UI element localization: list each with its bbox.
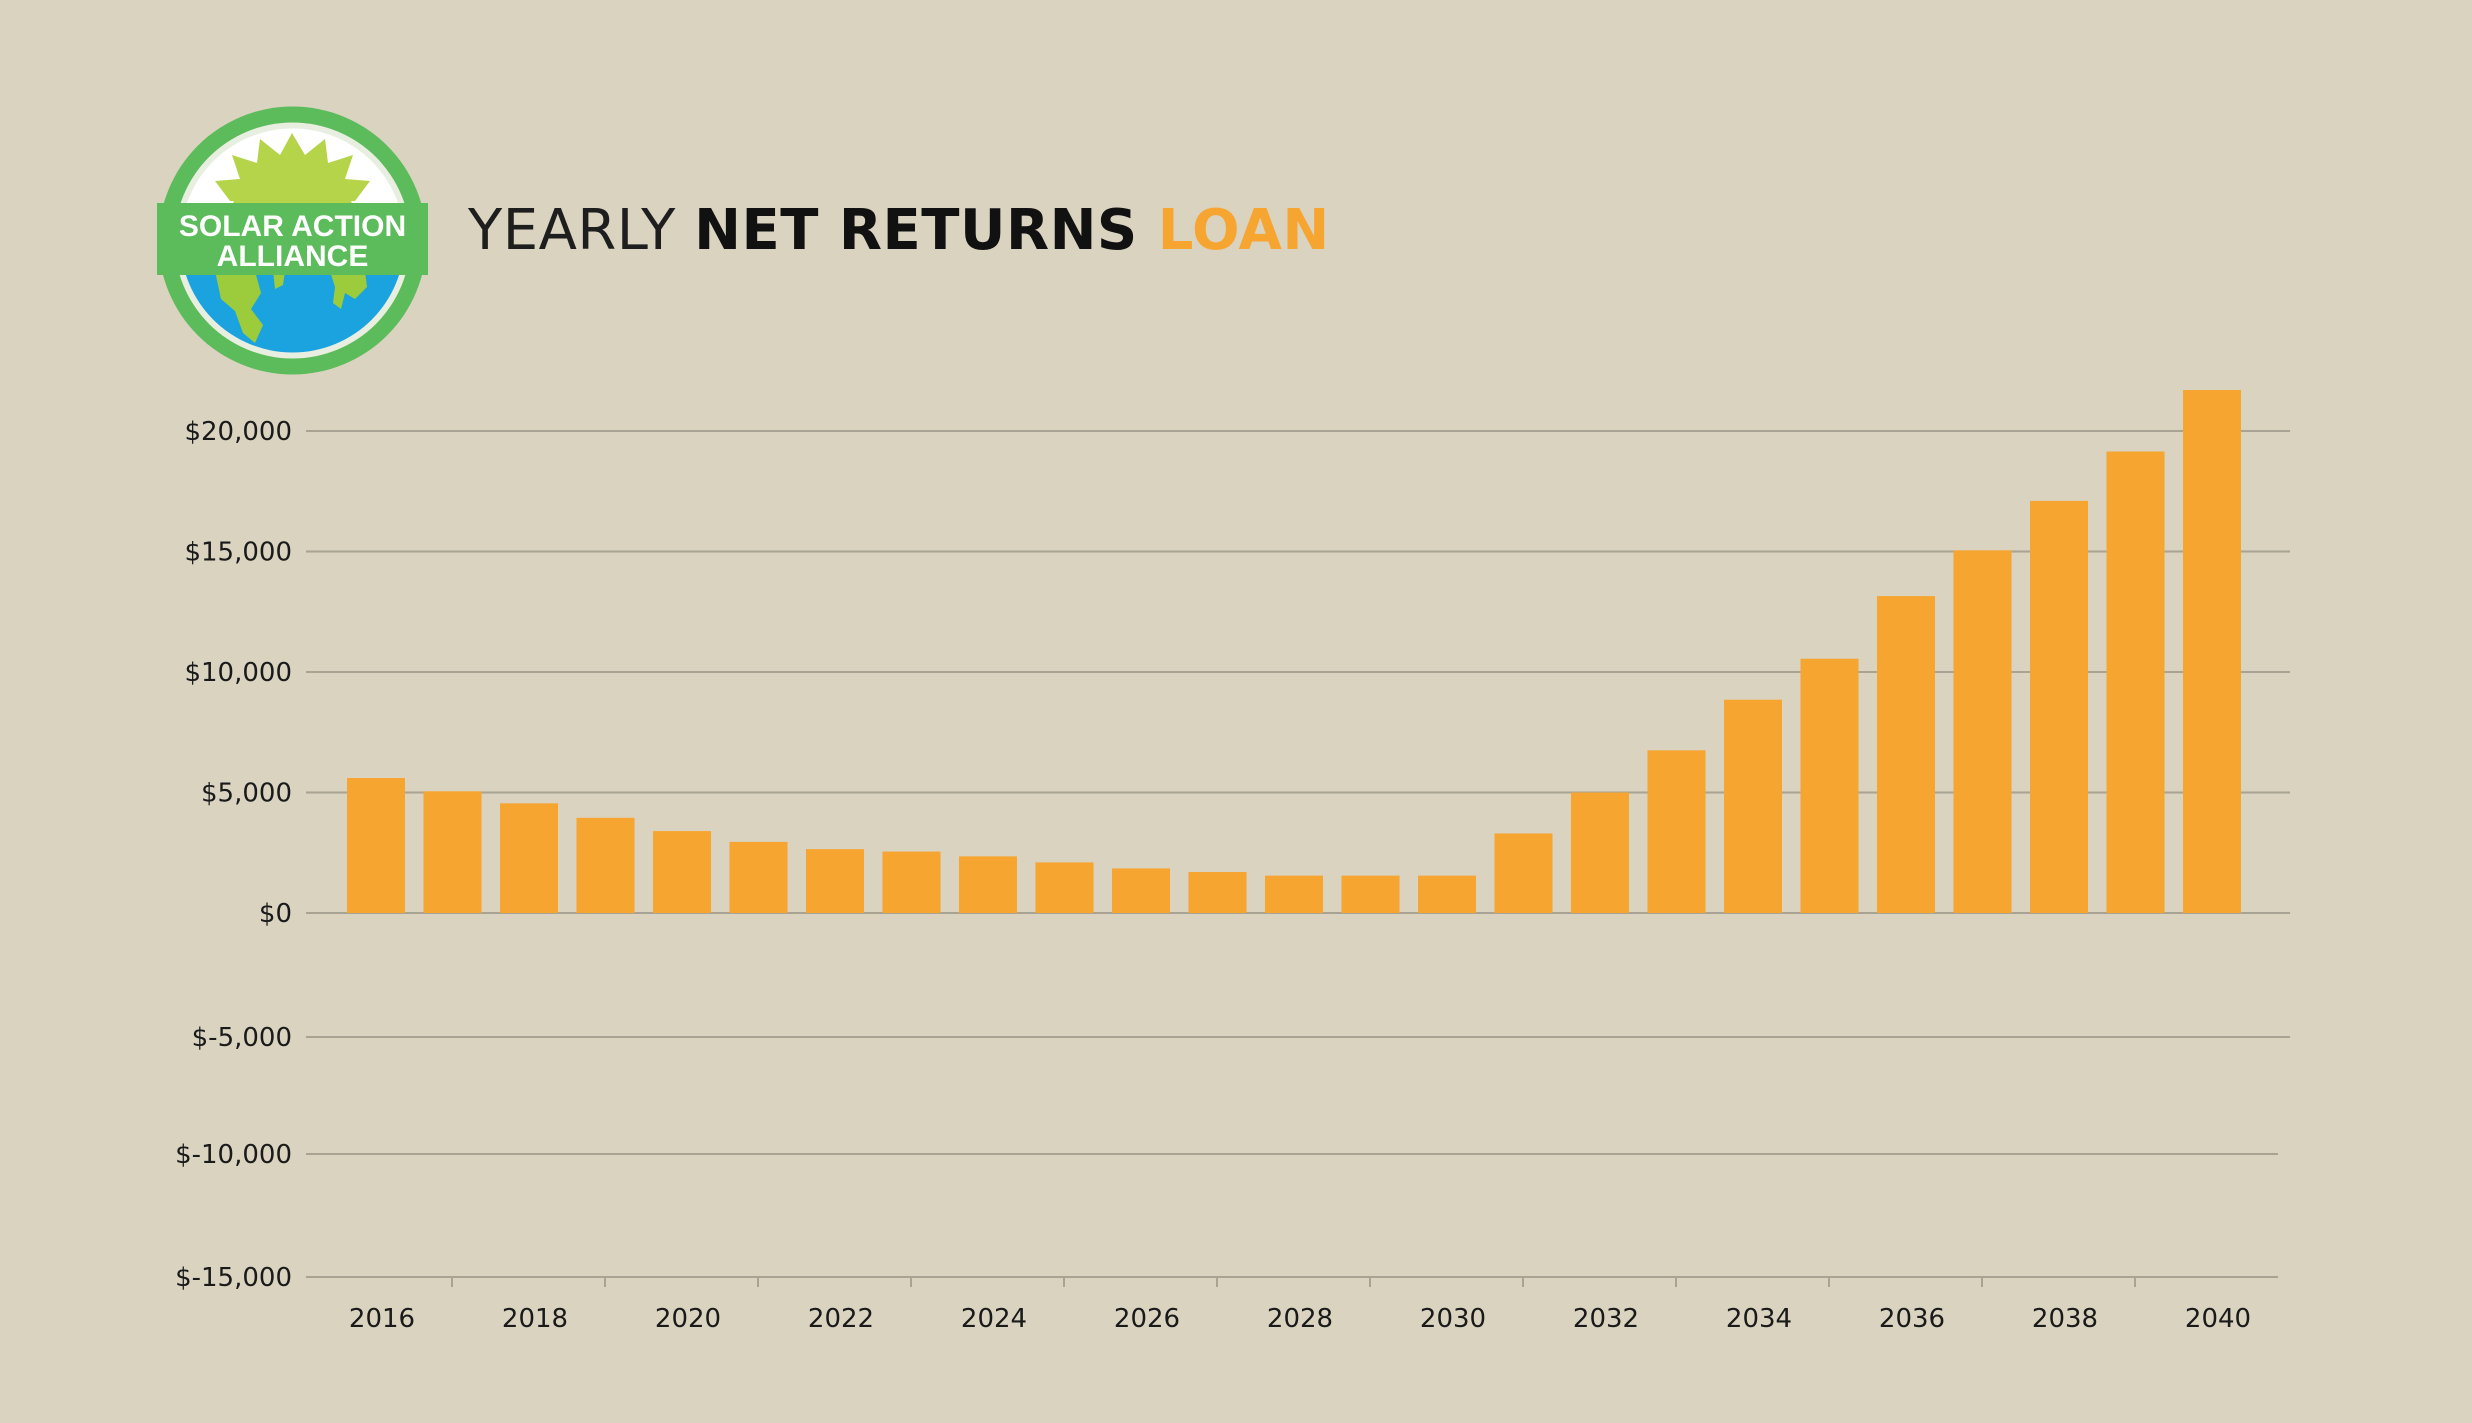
x-tick-label: 2028 [1267,1304,1333,1334]
bar-2026 [1112,868,1170,913]
y-tick-label: $0 [259,899,292,929]
logo-text-line1: SOLAR ACTION [179,210,406,243]
bar-2018 [500,803,558,913]
x-tick-label: 2038 [2032,1304,2098,1334]
bar-2037 [1953,550,2012,913]
y-axis-labels: $20,000 $15,000 $10,000 $5,000 $0 $-5,000 $-10… [175,417,292,1293]
bar-2040 [2183,390,2241,913]
bar-2030 [1418,875,1476,913]
logo-text-line2: ALLIANCE [217,240,369,273]
x-axis-labels: 2016 2018 2020 2022 2024 2026 2028 2030 2032 2034… [349,1304,2251,1334]
bar-2036 [1877,596,1935,913]
bar-2021 [729,841,788,913]
bar-2038 [2030,500,2088,913]
bar-2031 [1494,833,1553,913]
y-tick-label: $-15,000 [175,1263,292,1293]
x-tick-label: 2034 [1726,1304,1792,1334]
x-tick-label: 2026 [1114,1304,1180,1334]
y-tick-label: $5,000 [201,779,292,809]
y-tick-label: $20,000 [184,417,292,447]
y-tick-label: $10,000 [184,658,292,688]
x-tick-label: 2040 [2185,1304,2251,1334]
x-tick-label: 2020 [655,1304,721,1334]
bar-2032 [1571,792,1629,913]
chart-title: YEARLY NET RETURNS LOAN [468,196,1330,266]
bars [347,390,2241,913]
bar-2028 [1265,875,1323,913]
bar-2025 [1035,862,1094,913]
y-tick-label: $-5,000 [192,1023,292,1053]
earth-land-icon [215,271,367,343]
bar-2024 [959,856,1017,913]
bar-2027 [1188,872,1247,913]
x-tick-label: 2024 [961,1304,1027,1334]
x-tick-label: 2032 [1573,1304,1639,1334]
solar-action-alliance-logo: SOLAR ACTION ALLIANCE [157,106,428,375]
bar-2016 [347,778,405,913]
y-tick-label: $15,000 [184,538,292,568]
title-part-net-returns: NET RETURNS [694,198,1158,263]
logo-banner [157,203,428,275]
bar-2034 [1724,699,1782,913]
y-tick-label: $-10,000 [175,1140,292,1170]
title-part-loan: LOAN [1157,198,1330,263]
x-tick-label: 2018 [502,1304,568,1334]
title-part-yearly: YEARLY [468,198,695,263]
bar-2039 [2106,451,2165,913]
bar-2022 [806,849,864,913]
bar-2019 [576,817,635,913]
bar-2017 [423,791,482,913]
bar-2023 [882,851,941,913]
x-tick-label: 2016 [349,1304,415,1334]
x-tick-label: 2036 [1879,1304,1945,1334]
bar-2033 [1647,750,1706,913]
x-tick-label: 2030 [1420,1304,1486,1334]
bar-2029 [1341,875,1400,913]
x-axis [451,1277,2136,1287]
bar-2020 [653,831,711,913]
bar-2035 [1800,658,1859,913]
x-tick-label: 2022 [808,1304,874,1334]
